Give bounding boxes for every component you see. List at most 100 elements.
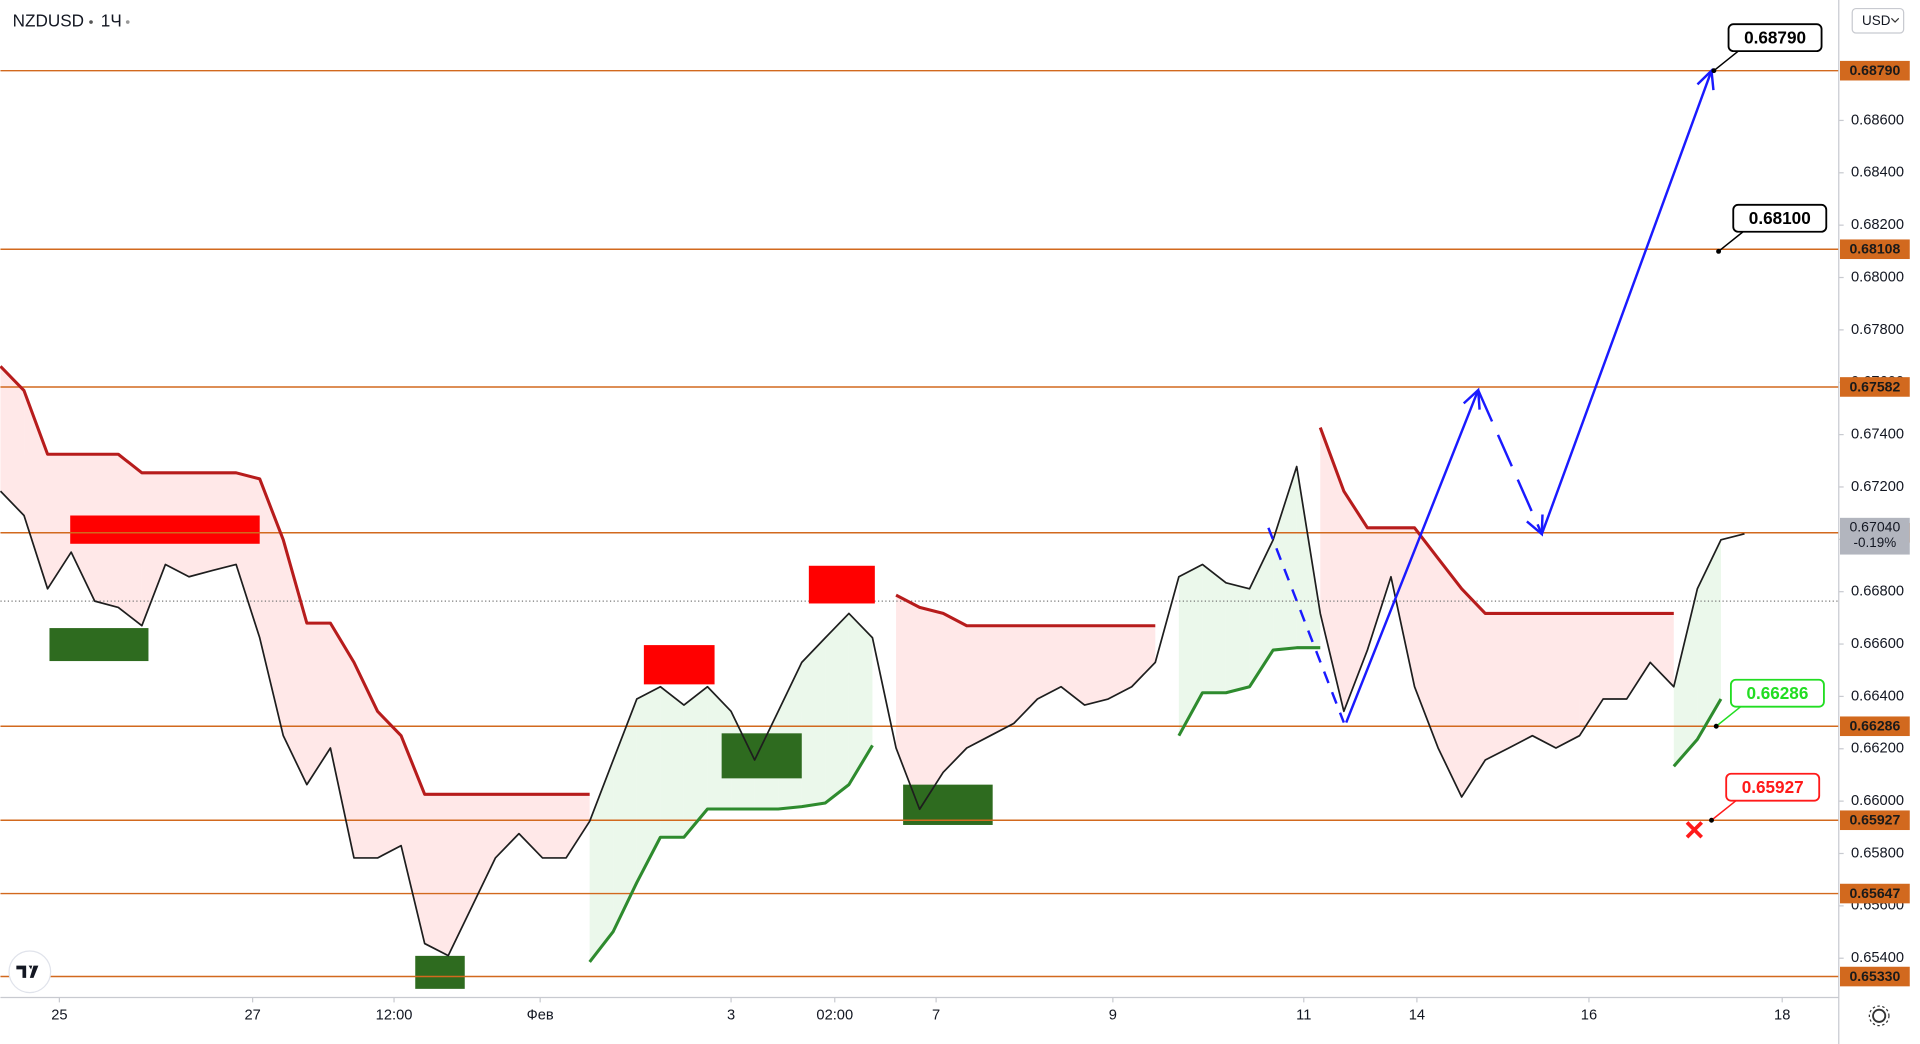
last-price-box	[1839, 517, 1910, 555]
zone	[643, 645, 715, 685]
resistance-fill	[236, 472, 260, 638]
resistance-fill	[1367, 527, 1391, 651]
x-tick-label: 25	[51, 1008, 67, 1024]
callout-label: 0.68100	[1749, 208, 1811, 228]
y-tick-label: 0.68600	[1851, 112, 1904, 128]
y-tick-label: 0.66800	[1851, 584, 1904, 600]
support-fill	[848, 613, 873, 785]
level-label-box	[1839, 60, 1910, 81]
support-fill	[1178, 564, 1203, 736]
zone	[49, 628, 149, 662]
y-tick-label: 0.66400	[1851, 688, 1904, 704]
x-tick-label: 27	[244, 1008, 260, 1024]
callout-point	[1709, 817, 1714, 823]
x-tick-label: 02:00	[816, 1008, 853, 1024]
resistance-fill	[1461, 588, 1486, 797]
level-label: 0.66286	[1849, 718, 1900, 734]
zone	[70, 515, 260, 544]
x-tick-label: 16	[1581, 1008, 1597, 1024]
y-tick-label: 0.66600	[1851, 636, 1904, 652]
x-tick-label: 14	[1409, 1008, 1425, 1024]
x-tick-label: Фев	[527, 1008, 554, 1024]
resistance-fill	[306, 623, 331, 785]
y-tick-label: 0.68200	[1851, 217, 1904, 233]
support-line	[1177, 646, 1321, 737]
resistance-fill	[1108, 625, 1132, 700]
x-tick-label: 12:00	[376, 1008, 413, 1024]
x-tick-label: 18	[1774, 1008, 1790, 1024]
resistance-fill	[330, 623, 354, 858]
support-fill	[1225, 582, 1250, 693]
resistance-fill	[47, 454, 72, 589]
callout-pointer	[1711, 800, 1737, 821]
level-label: 0.65647	[1849, 885, 1900, 901]
resistance-fill	[1037, 625, 1062, 700]
currency-button[interactable]	[1851, 7, 1905, 34]
resistance-fill	[353, 662, 378, 858]
callout-box	[1727, 23, 1823, 53]
dropdown-icon	[1890, 17, 1900, 23]
zone	[415, 955, 465, 989]
callout-label: 0.65927	[1742, 777, 1804, 797]
resistance-fill	[943, 613, 967, 773]
x-tick-label: 11	[1296, 1008, 1311, 1024]
level-label-box	[1839, 810, 1910, 831]
zone	[903, 784, 993, 825]
resistance-fill	[424, 794, 449, 956]
callout-point	[1711, 68, 1717, 74]
level-label-box	[1839, 377, 1910, 397]
axis-layer: 0.654000.656000.658000.660000.662000.664…	[51, 60, 1910, 1024]
resistance-fill	[1438, 558, 1462, 797]
resistance-fill	[966, 625, 991, 748]
gear-teeth[interactable]	[1868, 1005, 1890, 1027]
gear[interactable]	[1872, 1008, 1887, 1023]
resistance-fill	[896, 595, 920, 810]
stop-cross	[1685, 821, 1703, 839]
separator	[125, 20, 130, 24]
resistance-fill	[1414, 527, 1439, 748]
callout-point	[1716, 248, 1722, 254]
resistance-fill	[1131, 625, 1156, 687]
level-label-box	[1839, 716, 1910, 737]
settings-icon[interactable]	[1868, 1005, 1890, 1027]
tv-logo	[8, 950, 52, 994]
support-line	[1672, 698, 1723, 768]
fill-layer	[0, 366, 1721, 962]
x-tick-label: 9	[1109, 1008, 1117, 1024]
support-fill	[801, 637, 826, 807]
callout-box	[1725, 772, 1821, 802]
forecast-segment	[1477, 389, 1543, 535]
resistance-fill	[1320, 427, 1344, 712]
resistance-fill	[919, 607, 944, 810]
logo-circle	[8, 950, 52, 994]
last-change-label: -0.19%	[1854, 535, 1897, 550]
stop-marker	[1685, 821, 1703, 839]
resistance-fill	[377, 711, 402, 858]
y-tick-label: 0.67800	[1851, 322, 1904, 338]
resistance-fill	[283, 539, 307, 785]
level-label: 0.65330	[1849, 968, 1900, 984]
callout-pointer	[1713, 50, 1739, 72]
level-label: 0.68108	[1849, 241, 1900, 257]
resistance-fill	[542, 794, 567, 858]
resistance-fill	[1084, 625, 1109, 706]
y-tick-label: 0.67200	[1851, 479, 1904, 495]
resistance-fill	[1579, 613, 1604, 736]
resistance-fill	[495, 794, 519, 858]
resistance-fill	[566, 794, 590, 858]
support-fill	[1202, 564, 1226, 693]
y-tick-label: 0.67400	[1851, 426, 1904, 442]
support-fill	[707, 686, 732, 809]
resistance-fill	[1626, 613, 1651, 700]
zone	[721, 733, 802, 779]
resistance-fill	[518, 794, 543, 858]
resistance-fill	[0, 366, 25, 516]
support-fill	[1673, 588, 1698, 767]
y-tick-label: 0.68000	[1851, 269, 1904, 285]
support-fill	[589, 760, 614, 962]
resistance-fill	[1532, 613, 1556, 748]
support-fill	[1697, 539, 1721, 740]
y-tick-label: 0.68400	[1851, 165, 1904, 181]
